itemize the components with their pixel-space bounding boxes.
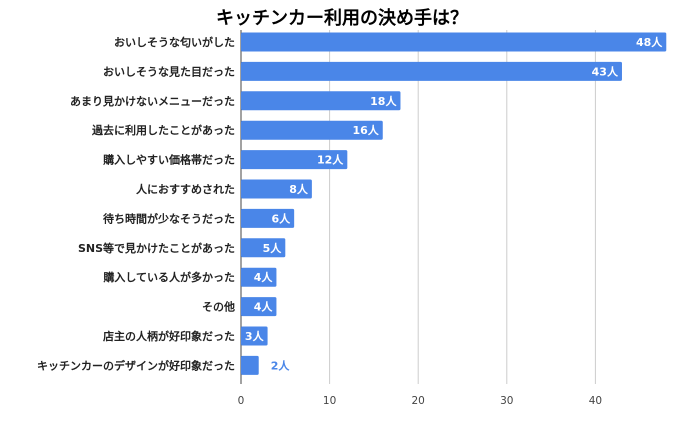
category-label: 人におすすめされた xyxy=(136,182,235,196)
category-label: その他 xyxy=(202,300,235,314)
category-label: おいしそうな匂いがした xyxy=(114,35,235,49)
category-label: 購入しやすい価格帯だった xyxy=(102,153,235,167)
category-label: キッチンカーのデザインが好印象だった xyxy=(37,358,235,372)
bar xyxy=(241,61,622,81)
data-label: 43人 xyxy=(592,64,619,78)
bar xyxy=(241,208,295,228)
data-label: 48人 xyxy=(636,35,663,49)
x-tick-label: 40 xyxy=(589,395,602,407)
category-label: あまり見かけないメニューだった xyxy=(70,95,235,108)
category-label: 過去に利用したことがあった xyxy=(91,123,235,137)
bar xyxy=(241,32,667,52)
category-labels: おいしそうな匂いがしたおいしそうな見た目だったあまり見かけないメニューだった過去… xyxy=(37,35,235,372)
x-tick-label: 10 xyxy=(323,395,336,407)
data-label: 8人 xyxy=(289,182,309,196)
data-label: 4人 xyxy=(254,270,274,284)
category-label: SNS等で見かけたことがあった xyxy=(78,241,235,255)
category-label: 待ち時間が少なそうだった xyxy=(102,211,235,225)
data-label: 6人 xyxy=(272,211,292,225)
data-label: 12人 xyxy=(317,153,344,167)
bars: 48人 43人 18人 16人 12人 8人 6人 5人 4人 4人 3人 2人 xyxy=(241,32,667,375)
bar xyxy=(241,297,277,317)
bar xyxy=(241,238,286,258)
bar xyxy=(241,267,277,287)
grid-lines xyxy=(240,30,596,384)
bar xyxy=(241,91,401,111)
x-tick-label: 0 xyxy=(238,395,245,407)
x-tick-labels: 0 10 20 30 40 xyxy=(238,395,602,407)
x-tick-label: 20 xyxy=(412,395,425,407)
bar xyxy=(241,179,312,199)
bar xyxy=(241,150,348,170)
data-label: 5人 xyxy=(263,241,283,255)
bar xyxy=(241,355,259,375)
data-label: 3人 xyxy=(245,329,265,343)
bar xyxy=(241,326,268,346)
data-label: 16人 xyxy=(352,123,379,137)
data-label: 18人 xyxy=(370,94,397,108)
x-tick-label: 30 xyxy=(500,395,513,407)
category-label: おいしそうな見た目だった xyxy=(103,65,235,78)
bar xyxy=(241,120,383,140)
data-label: 2人 xyxy=(271,358,291,372)
chart-title: キッチンカー利用の決め手は？ xyxy=(216,7,468,29)
data-label: 4人 xyxy=(254,300,274,314)
category-label: 購入している人が多かった xyxy=(102,270,235,284)
category-label: 店主の人柄が好印象だった xyxy=(103,329,235,343)
